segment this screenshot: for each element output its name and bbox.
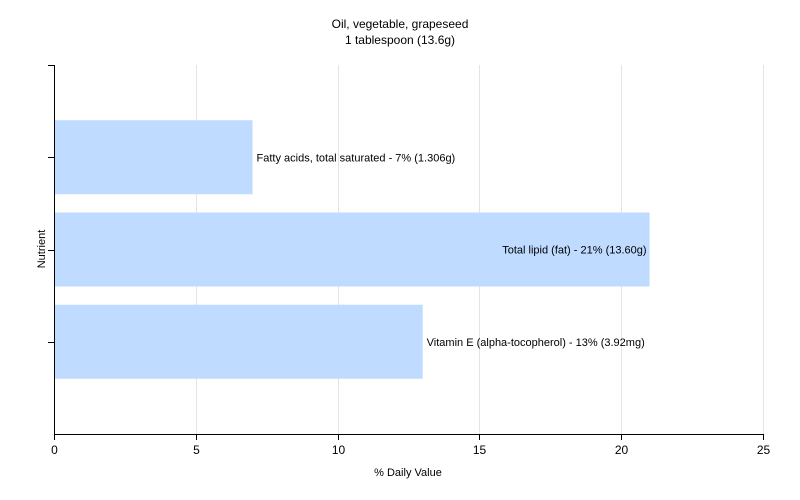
bar-label-1: Fatty acids, total saturated - 7% (1.306… <box>257 152 456 164</box>
chart-title: Oil, vegetable, grapeseed <box>332 17 469 31</box>
x-axis-title: % Daily Value <box>374 467 442 479</box>
bar-label-3: Vitamin E (alpha-tocopherol) - 13% (3.92… <box>427 337 645 349</box>
bar-label-2: Total lipid (fat) - 21% (13.60g) <box>502 245 646 257</box>
bar-2 <box>54 212 650 287</box>
data-labels: Fatty acids, total saturated - 7% (1.306… <box>257 152 647 349</box>
x-tick-label-25: 25 <box>757 443 771 457</box>
axes: 0 5 10 15 20 25 <box>48 65 770 457</box>
x-tick-label-0: 0 <box>51 443 58 457</box>
x-tick-label-15: 15 <box>473 443 487 457</box>
bars <box>54 120 650 379</box>
x-tick-label-5: 5 <box>193 443 200 457</box>
bar-1 <box>54 120 253 195</box>
bar-3 <box>54 304 423 379</box>
y-axis-title: Nutrient <box>36 230 48 269</box>
x-tick-label-20: 20 <box>615 443 629 457</box>
x-tick-label-10: 10 <box>332 443 346 457</box>
chart-subtitle: 1 tablespoon (13.6g) <box>345 33 455 47</box>
